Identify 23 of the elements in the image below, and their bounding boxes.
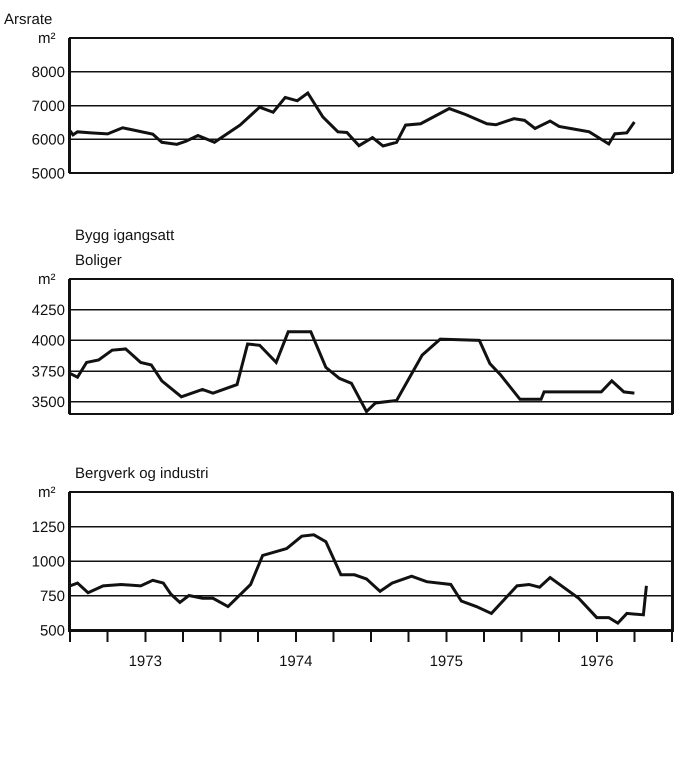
y-tick-label: 1250	[32, 518, 65, 536]
y-tick-label: 5000	[32, 165, 65, 182]
y-axis-title: m²	[38, 484, 56, 501]
y-tick-label: 4000	[32, 332, 65, 350]
chart-title: Arsrate	[4, 11, 52, 28]
y-tick-label: 750	[40, 588, 65, 605]
y-tick-label: 1000	[32, 553, 65, 570]
x-tick-label: 1974	[279, 653, 312, 670]
y-tick-label: 500	[40, 622, 65, 640]
y-tick-label: 8000	[32, 64, 65, 81]
y-tick-label: 6000	[32, 132, 65, 148]
y-axis-title: m²	[38, 30, 56, 47]
x-tick-label: 1975	[430, 653, 463, 670]
y-tick-label: 7000	[32, 98, 65, 115]
y-tick-label: 3750	[32, 363, 65, 380]
y-axis-title: m²	[38, 271, 56, 288]
chart-title: Bergverk og industri	[75, 465, 208, 482]
chart-subtitle: Boliger	[75, 252, 122, 269]
chart-title: Bygg igangsatt	[75, 227, 176, 244]
y-tick-label: 3500	[32, 394, 65, 411]
x-tick-label: 1976	[580, 653, 614, 670]
x-tick-label: 1973	[128, 653, 162, 670]
y-tick-label: 4250	[32, 302, 65, 319]
